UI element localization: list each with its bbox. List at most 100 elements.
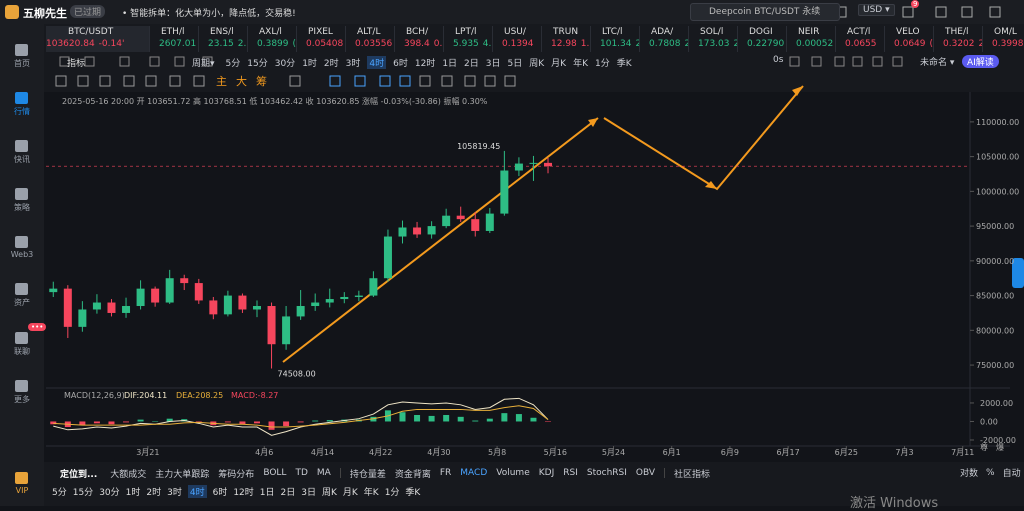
indicator-item[interactable]: KDJ — [538, 468, 555, 478]
period-button[interactable]: 1分 — [384, 488, 400, 498]
period-button[interactable]: 6时 — [393, 58, 408, 69]
indicator-item[interactable]: Volume — [496, 468, 530, 478]
ticker[interactable]: BCH/398.4 0. — [395, 26, 444, 52]
x-tick-label: 4月30 — [427, 448, 450, 457]
ai-button[interactable]: AI解读 — [962, 55, 999, 68]
period-button[interactable]: 周K — [529, 58, 545, 69]
indicator-item[interactable]: BOLL — [263, 468, 287, 478]
scale-option[interactable]: 自动 — [1002, 469, 1021, 479]
ticker[interactable]: ETH/l 2607.01 — [150, 26, 199, 52]
scale-option[interactable]: 对数 — [960, 469, 979, 479]
ticker[interactable]: THE/l 0.3202 2 — [934, 26, 983, 52]
period-button[interactable]: 5分 — [225, 58, 241, 69]
indicator-item[interactable]: 持仓量差 — [349, 469, 386, 480]
period-button[interactable]: 4时 — [367, 55, 387, 69]
period-button[interactable]: 6时 — [212, 488, 228, 498]
period-button[interactable]: 1时 — [125, 488, 141, 498]
macd-bar — [137, 419, 144, 422]
period-button[interactable]: 月K — [342, 488, 358, 498]
period-button[interactable]: 1分 — [594, 58, 610, 69]
scale-option[interactable]: % — [986, 467, 995, 478]
period-button[interactable]: 季K — [405, 488, 421, 498]
currency[interactable]: USD ▾ — [858, 4, 895, 16]
period-button[interactable]: 1日 — [442, 58, 458, 69]
period-menu[interactable]: 周期▾ — [192, 58, 215, 69]
draw-tool — [123, 75, 135, 87]
ticker[interactable]: ALT/L 0.03556 — [346, 26, 395, 52]
scale-options: 对数% 自动 — [960, 466, 1021, 480]
ticker[interactable]: TRUN 12.98 1. — [542, 26, 591, 52]
sidebar-item[interactable]: 更多 — [14, 395, 30, 404]
ticker[interactable]: VELO 0.0649( — [885, 26, 934, 52]
ticker[interactable]: LTC/l 101.34 2 — [591, 26, 640, 52]
indicator-item[interactable]: RSI — [563, 468, 578, 478]
indicator-item[interactable]: 主力大单跟踪 — [155, 469, 210, 480]
ticker[interactable]: ADA/0.7808 2 — [640, 26, 689, 52]
logo[interactable]: 五柳先生 — [23, 7, 67, 20]
layout-menu[interactable]: 未命名 ▾ — [920, 58, 955, 68]
indicator-item[interactable]: TD — [295, 468, 308, 478]
indicator-item[interactable]: MACD — [460, 468, 488, 478]
candle-body — [49, 288, 58, 293]
period-button[interactable]: 2日 — [464, 58, 479, 69]
ticker[interactable]: OM/L 0.3998 — [983, 26, 1024, 52]
indicator-item[interactable]: OBV — [635, 468, 656, 478]
period-button[interactable]: 2时 — [146, 488, 162, 498]
period-button[interactable]: 5日 — [507, 58, 523, 69]
ticker[interactable]: ACT/l 0.0655 — [836, 26, 885, 52]
ticker-symbol: ETH/l — [161, 27, 185, 37]
indicator-item[interactable]: 筹码分布 — [218, 469, 255, 480]
ticker[interactable]: AXL/l 0.3899( — [248, 26, 297, 52]
period-button[interactable]: 1时 — [302, 58, 317, 69]
macd-label: DIF:204.11 — [124, 391, 167, 400]
ticker[interactable]: BTC/USDT 103620.84 -0.14' — [46, 26, 150, 52]
ticker[interactable]: NEIR 0.00052 — [787, 26, 836, 52]
ticker[interactable]: LPT/l 5.935 4. — [444, 26, 493, 52]
period-button[interactable]: 季K — [616, 58, 632, 69]
period-button[interactable]: 月K — [551, 58, 567, 69]
ticker[interactable]: USU/0.1394 — [493, 26, 542, 52]
indicator-item[interactable]: 大额成交 — [110, 469, 147, 480]
timer[interactable]: 0s — [773, 55, 784, 65]
period-button[interactable]: 2时 — [323, 58, 339, 69]
ticker[interactable]: ENS/l 23.15 2. — [199, 26, 248, 52]
community-indicators[interactable]: 社区指标 — [674, 469, 711, 480]
indicator-item[interactable]: StochRSI — [586, 468, 627, 478]
sidebar-item[interactable]: VIP — [15, 486, 29, 495]
indicator-item[interactable]: 资金背离 — [394, 469, 431, 480]
period-button[interactable]: 3日 — [485, 58, 501, 69]
period-button[interactable]: 5分 — [52, 488, 67, 498]
period-button[interactable]: 15分 — [247, 58, 268, 69]
search[interactable]: Deepcoin BTC/USDT 永续 — [690, 3, 840, 21]
period-button[interactable]: 年K — [573, 58, 588, 69]
period-button[interactable]: 4时 — [187, 485, 207, 498]
period-button[interactable]: 12时 — [233, 488, 254, 498]
indicator-button[interactable]: 指标 — [67, 58, 86, 69]
period-button[interactable]: 15分 — [72, 488, 94, 498]
period-button[interactable]: 3日 — [301, 488, 316, 498]
sidebar-item[interactable]: 首页 — [14, 59, 30, 68]
period-button[interactable]: 1日 — [259, 488, 275, 498]
sidebar-item[interactable]: Web3 — [10, 250, 34, 259]
period-button[interactable]: 30分 — [99, 488, 120, 498]
ticker[interactable]: PIXEL 0.05408 — [297, 26, 346, 52]
period-button[interactable]: 年K — [363, 488, 379, 498]
period-button[interactable]: 30分 — [274, 58, 296, 69]
notif-count[interactable]: 9 — [911, 0, 920, 8]
sidebar-item[interactable]: 策略 — [14, 203, 30, 212]
period-button[interactable]: 3时 — [345, 58, 361, 69]
period-button[interactable]: 周K — [321, 488, 337, 498]
side-tab[interactable] — [1012, 258, 1024, 288]
ticker[interactable]: DOGI 0.22790 — [738, 26, 787, 52]
sidebar-item[interactable]: 快讯 — [14, 155, 30, 164]
period-button[interactable]: 12时 — [414, 58, 436, 69]
locate-button[interactable]: 定位到... — [60, 469, 98, 480]
period-button[interactable]: 3时 — [167, 488, 182, 498]
sidebar-item[interactable]: 资产 — [14, 298, 30, 307]
indicator-item[interactable]: MA — [316, 468, 331, 478]
sidebar-item[interactable]: 联聊 — [14, 347, 30, 356]
sidebar-item[interactable]: 行情 — [14, 107, 30, 116]
period-button[interactable]: 2日 — [280, 488, 296, 498]
indicator-item[interactable]: FR — [439, 468, 452, 478]
ticker[interactable]: SOL/l 173.03 2 — [689, 26, 738, 52]
